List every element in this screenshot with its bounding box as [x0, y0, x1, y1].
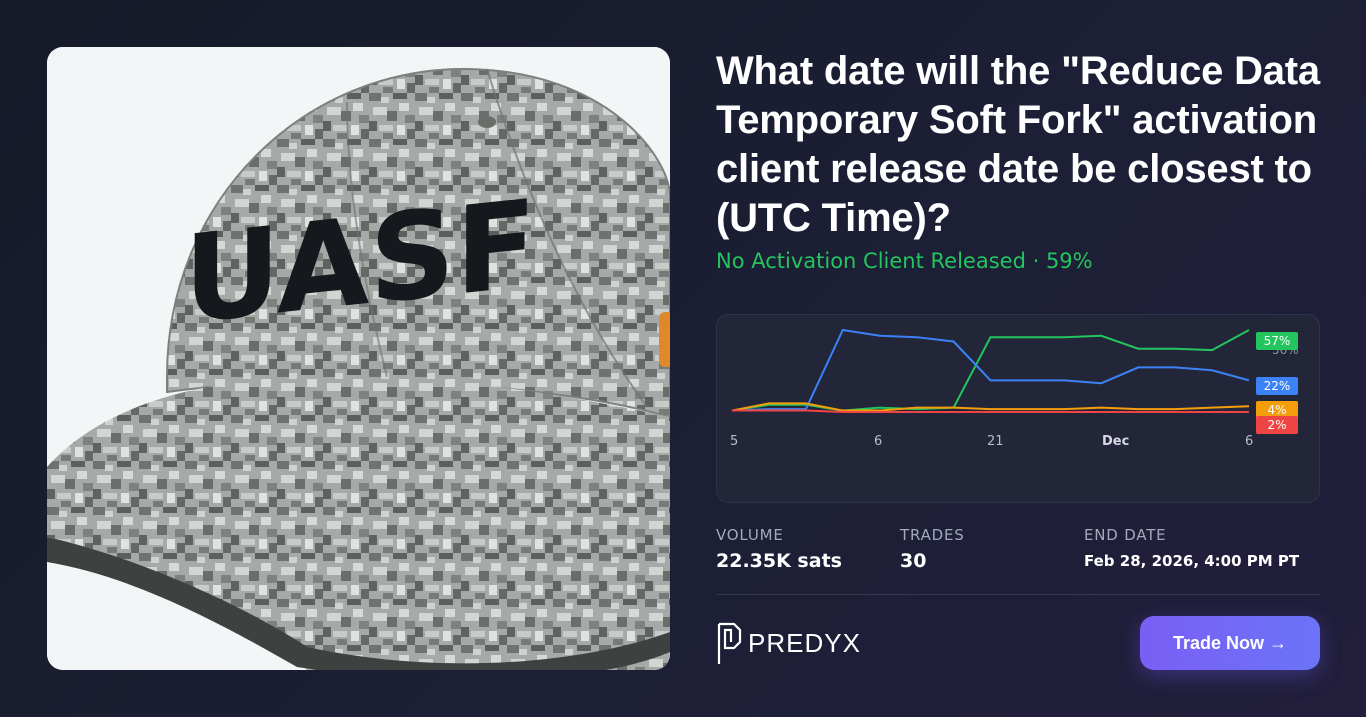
end-label-bg-2 — [1256, 401, 1298, 419]
end-date-value: Feb 28, 2026, 4:00 PM PT — [1084, 552, 1300, 570]
volume-label: VOLUME — [716, 526, 784, 544]
camo-cap-illustration: UASF — [47, 47, 670, 670]
end-label-text-0: 57% — [1264, 334, 1291, 348]
leading-separator: · — [1025, 249, 1046, 273]
end-label-bg-3 — [1256, 416, 1298, 434]
divider — [716, 594, 1320, 595]
x-tick-label-2: 21 — [987, 434, 1004, 449]
end-label-0: 57% — [1256, 332, 1298, 350]
series-line-3 — [732, 409, 1249, 413]
series-line-2 — [731, 402, 1250, 412]
market-info: What date will the "Reduce Data Temporar… — [716, 47, 1320, 273]
end-label-1: 22% — [1256, 377, 1298, 395]
trades-value: 30 — [900, 550, 927, 572]
series-line-1 — [731, 328, 1250, 412]
brand-logo[interactable]: PREDYX — [716, 620, 861, 666]
trades-label: TRADES — [900, 526, 965, 544]
trades-stat: TRADES 30 — [900, 526, 965, 572]
end-label-3: 2% — [1256, 416, 1298, 434]
brand-name: PREDYX — [748, 627, 861, 658]
market-question: What date will the "Reduce Data Temporar… — [716, 49, 1320, 240]
leading-outcome-percent: 59% — [1045, 249, 1093, 273]
series-line-0 — [731, 329, 1250, 412]
end-label-2: 4% — [1256, 401, 1298, 419]
market-image: UASF — [47, 47, 670, 670]
volume-value: 22.35K sats — [716, 550, 842, 572]
x-tick-label-3: Dec — [1102, 434, 1129, 449]
trade-now-button[interactable]: Trade Now → — [1140, 616, 1320, 670]
end-label-text-2: 4% — [1267, 403, 1286, 417]
end-date-stat: END DATE Feb 28, 2026, 4:00 PM PT — [1084, 526, 1299, 570]
x-tick-label-1: 6 — [874, 434, 882, 449]
volume-stat: VOLUME 22.35K sats — [716, 526, 842, 572]
predyx-logo-icon — [717, 622, 742, 664]
leading-outcome-name: No Activation Client Released — [716, 249, 1026, 273]
end-date-label: END DATE — [1084, 526, 1167, 544]
x-tick-label-0: 5 — [730, 434, 738, 449]
end-label-bg-0 — [1256, 332, 1298, 350]
leading-outcome: No Activation Client Released · 59% — [716, 249, 1320, 273]
end-label-text-3: 2% — [1267, 418, 1286, 432]
end-label-bg-1 — [1256, 377, 1298, 395]
market-stats: VOLUME 22.35K sats TRADES 30 END DATE Fe… — [716, 526, 1320, 578]
end-label-text-1: 22% — [1264, 379, 1291, 393]
x-tick-label-4: 6 — [1245, 434, 1253, 449]
